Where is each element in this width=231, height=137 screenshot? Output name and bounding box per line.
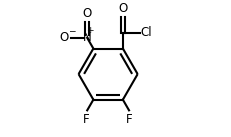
Text: F: F	[83, 112, 90, 125]
Text: O: O	[82, 7, 92, 20]
Text: N: N	[83, 31, 91, 44]
Text: Cl: Cl	[141, 26, 152, 39]
Text: F: F	[126, 112, 133, 125]
Text: O: O	[118, 2, 128, 15]
Text: −: −	[68, 26, 76, 35]
Text: O: O	[59, 31, 68, 44]
Text: +: +	[87, 26, 94, 35]
